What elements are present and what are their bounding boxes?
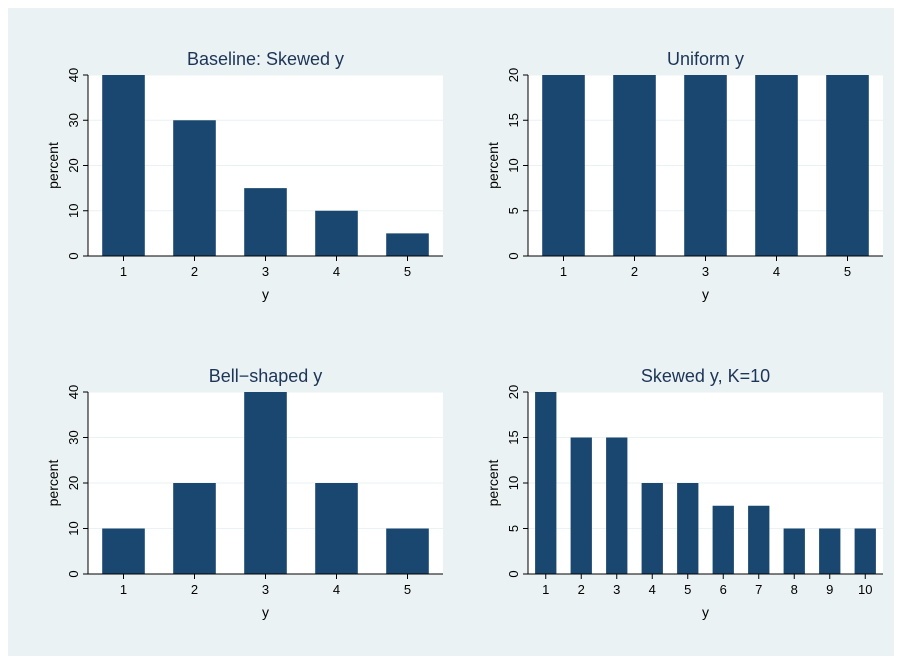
bar: [173, 483, 216, 574]
y-tick-label: 30: [66, 113, 81, 127]
y-tick-label: 10: [66, 521, 81, 535]
chart-panel-4: 0 5 10 15 20 1 2 3 4 5 6 7 8 9 10 Skewed y, K=10 y percen…: [485, 366, 883, 620]
x-tick-label: 4: [773, 264, 780, 279]
x-tick-label: 2: [578, 582, 585, 597]
x-tick-label: 6: [720, 582, 727, 597]
bar: [570, 437, 592, 574]
x-tick-label: 4: [649, 582, 656, 597]
bar: [244, 392, 287, 574]
bar: [173, 120, 216, 256]
chart-figure: 0 10 20 30 40 1 2 3 4 5 Baseline: Skewed y y percent…: [8, 8, 894, 656]
bar: [826, 75, 869, 256]
y-tick-label: 0: [66, 252, 81, 259]
x-tick-label: 4: [333, 264, 340, 279]
bar: [386, 233, 429, 256]
y-axis-label: percent: [45, 142, 61, 189]
x-tick-label: 5: [844, 264, 851, 279]
x-tick-label: 5: [684, 582, 691, 597]
y-tick-label: 10: [506, 476, 521, 490]
y-tick-label: 0: [66, 570, 81, 577]
y-axis-label: percent: [45, 460, 61, 507]
x-tick-label: 8: [791, 582, 798, 597]
bar: [677, 483, 699, 574]
y-tick-label: 5: [506, 207, 521, 214]
x-tick-label: 3: [613, 582, 620, 597]
x-tick-label: 1: [120, 582, 127, 597]
x-tick-label: 3: [262, 582, 269, 597]
bar: [684, 75, 727, 256]
y-tick-label: 20: [506, 385, 521, 399]
y-tick-label: 0: [506, 570, 521, 577]
y-tick-label: 0: [506, 252, 521, 259]
bar: [244, 188, 287, 256]
chart-title: Baseline: Skewed y: [187, 49, 344, 69]
y-tick-label: 20: [66, 476, 81, 490]
bar: [535, 392, 557, 574]
bar: [315, 483, 358, 574]
x-axis-label: y: [262, 604, 269, 620]
x-tick-label: 2: [631, 264, 638, 279]
bar: [748, 505, 770, 574]
x-tick-label: 3: [262, 264, 269, 279]
y-tick-label: 10: [506, 158, 521, 172]
bar: [386, 528, 429, 574]
x-tick-label: 3: [702, 264, 709, 279]
y-axis-label: percent: [485, 460, 501, 507]
y-tick-label: 40: [66, 385, 81, 399]
y-tick-label: 5: [506, 525, 521, 532]
x-tick-label: 2: [191, 264, 198, 279]
y-axis-label: percent: [485, 142, 501, 189]
x-tick-label: 1: [560, 264, 567, 279]
bar: [542, 75, 585, 256]
bar: [783, 528, 805, 574]
y-tick-label: 10: [66, 204, 81, 218]
bar: [102, 528, 145, 574]
bar: [712, 505, 734, 574]
x-tick-label: 7: [755, 582, 762, 597]
x-tick-label: 1: [120, 264, 127, 279]
y-tick-label: 30: [66, 430, 81, 444]
x-axis-label: y: [702, 604, 709, 620]
x-tick-label: 1: [542, 582, 549, 597]
chart-panel-3: 0 10 20 30 40 1 2 3 4 5 Bell−shaped y y percent: [45, 366, 443, 620]
bar: [606, 437, 628, 574]
y-tick-label: 15: [506, 113, 521, 127]
chart-title: Bell−shaped y: [209, 366, 323, 386]
y-tick-label: 20: [66, 158, 81, 172]
y-tick-label: 40: [66, 68, 81, 82]
chart-title: Uniform y: [667, 49, 744, 69]
bar: [102, 75, 145, 256]
x-tick-label: 9: [826, 582, 833, 597]
chart-panel-2: 0 5 10 15 20 1 2 3 4 5 Uniform y y percent: [485, 49, 883, 302]
x-tick-label: 4: [333, 582, 340, 597]
bar: [819, 528, 841, 574]
x-axis-label: y: [702, 286, 709, 302]
y-tick-label: 15: [506, 430, 521, 444]
x-axis-label: y: [262, 286, 269, 302]
bar: [641, 483, 663, 574]
x-tick-label: 5: [404, 582, 411, 597]
bar: [613, 75, 656, 256]
x-tick-label: 5: [404, 264, 411, 279]
bar: [315, 210, 358, 256]
x-tick-label: 10: [858, 582, 872, 597]
chart-panel-1: 0 10 20 30 40 1 2 3 4 5 Baseline: Skewed y y percent: [45, 49, 443, 302]
chart-title: Skewed y, K=10: [641, 366, 770, 386]
x-tick-label: 2: [191, 582, 198, 597]
bar: [854, 528, 876, 574]
y-tick-label: 20: [506, 68, 521, 82]
bar: [755, 75, 798, 256]
